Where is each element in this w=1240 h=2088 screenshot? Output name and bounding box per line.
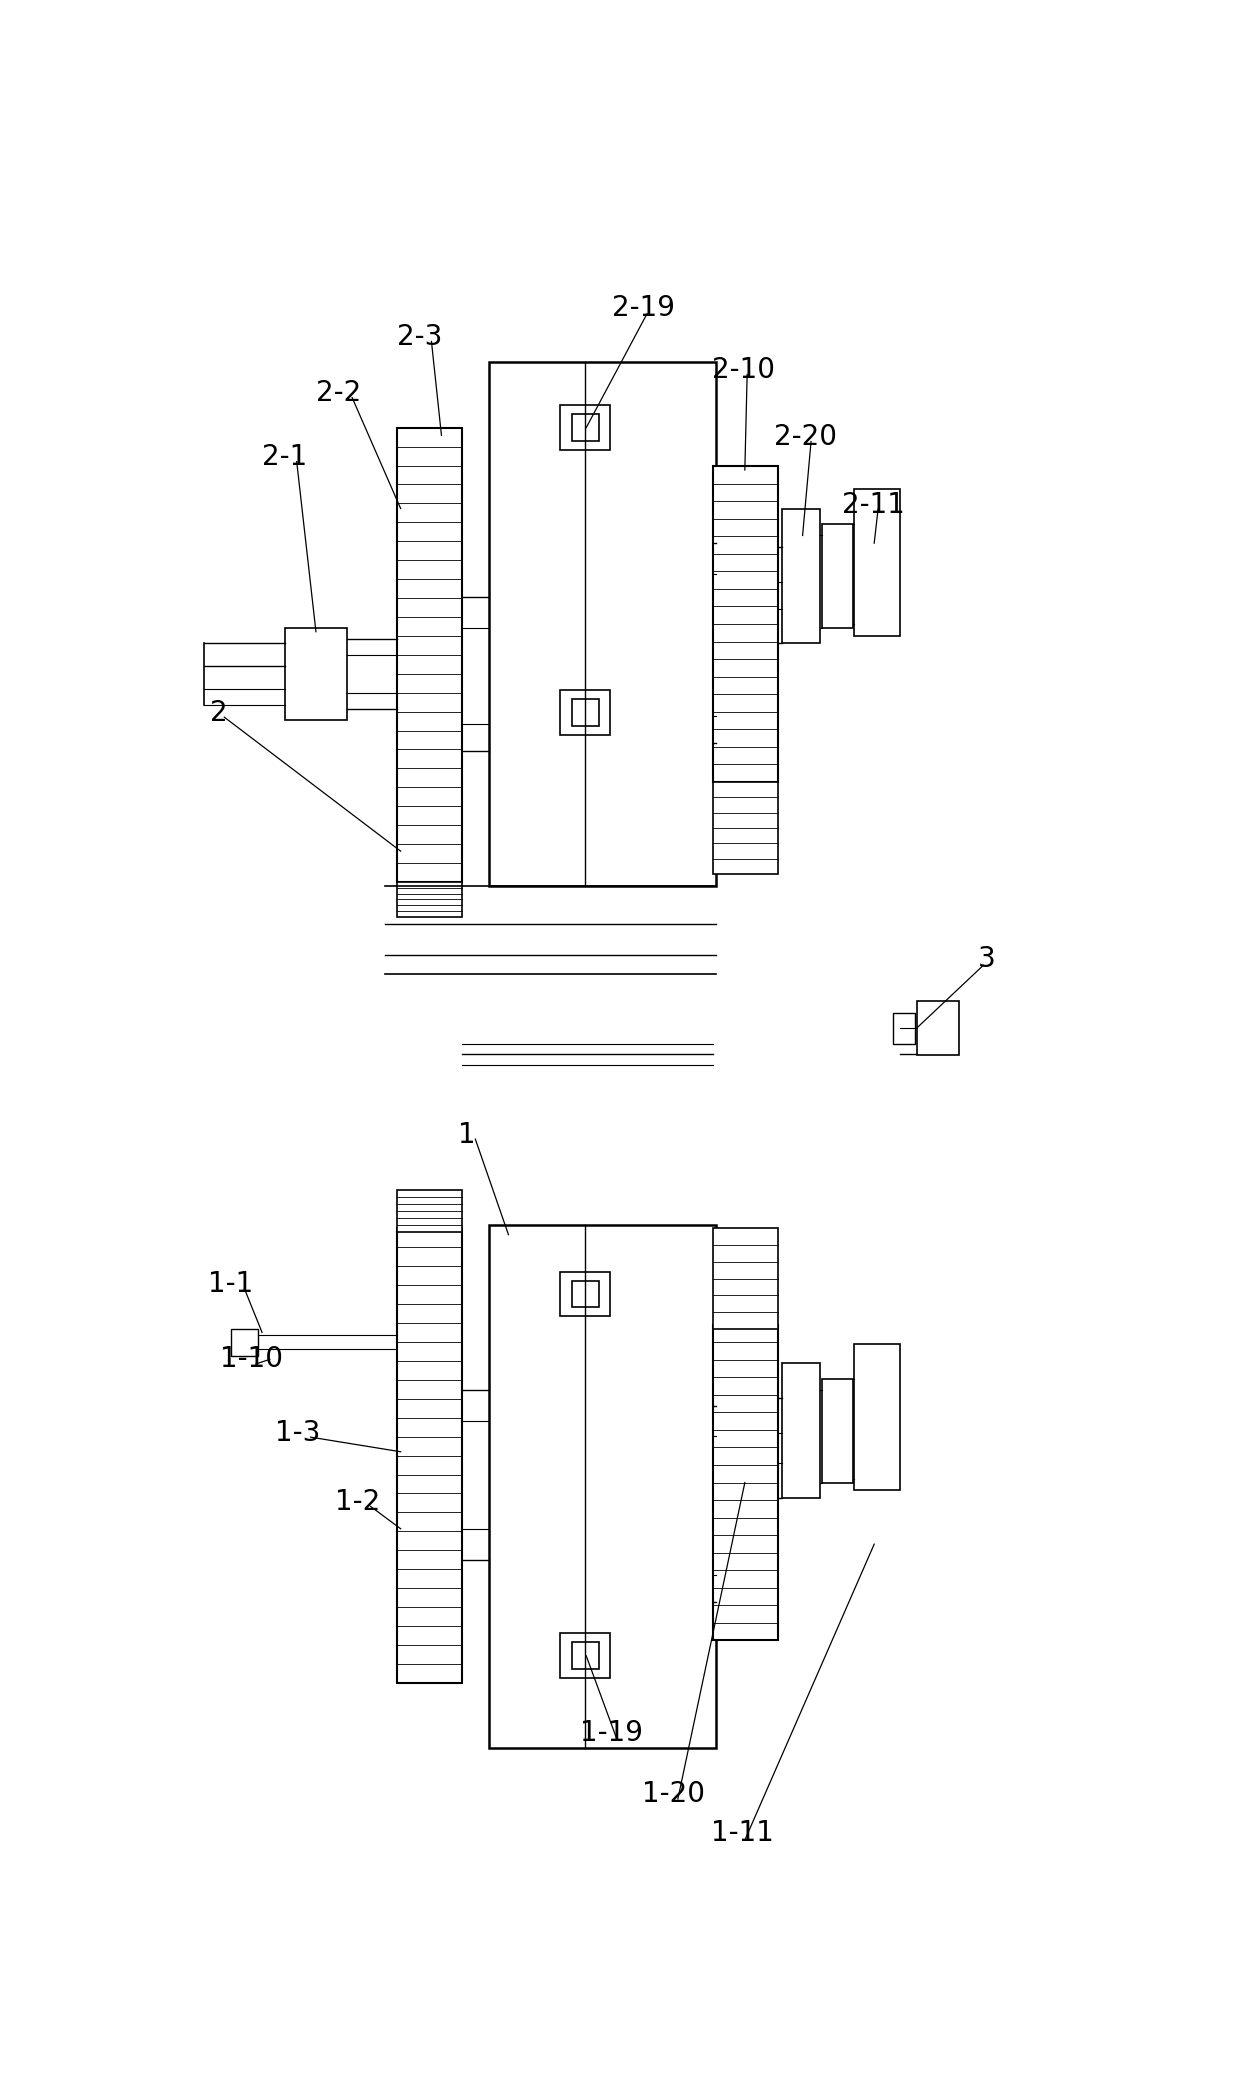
- Bar: [894, 1013, 915, 1044]
- Bar: [490, 361, 717, 885]
- Text: 2-3: 2-3: [397, 324, 443, 351]
- Bar: [490, 1224, 717, 1748]
- Bar: [231, 1328, 258, 1355]
- Text: 1-20: 1-20: [641, 1781, 704, 1808]
- Bar: [560, 1633, 610, 1679]
- Text: 1: 1: [459, 1121, 476, 1148]
- Bar: [713, 466, 777, 781]
- Text: 2-20: 2-20: [774, 424, 837, 451]
- Text: 1-1: 1-1: [208, 1270, 253, 1299]
- Bar: [713, 1324, 777, 1641]
- Bar: [560, 405, 610, 451]
- Bar: [285, 628, 347, 720]
- Text: 2-10: 2-10: [713, 355, 775, 384]
- Text: 2-1: 2-1: [262, 443, 308, 472]
- Text: 2-11: 2-11: [842, 491, 905, 518]
- Bar: [572, 1643, 599, 1668]
- Text: 1-2: 1-2: [335, 1489, 381, 1516]
- Text: 3: 3: [978, 946, 996, 973]
- Bar: [397, 1228, 463, 1683]
- Bar: [397, 881, 463, 917]
- Bar: [397, 428, 463, 881]
- Text: 1-10: 1-10: [219, 1345, 283, 1374]
- Bar: [713, 781, 777, 875]
- Bar: [854, 1345, 900, 1491]
- Bar: [572, 413, 599, 441]
- Bar: [560, 691, 610, 735]
- Text: 1-3: 1-3: [275, 1418, 320, 1447]
- Bar: [572, 1280, 599, 1307]
- Text: 2-19: 2-19: [613, 294, 676, 322]
- Text: 2-2: 2-2: [316, 380, 361, 407]
- Bar: [713, 1228, 777, 1328]
- Bar: [781, 509, 821, 643]
- Bar: [781, 1363, 821, 1497]
- Bar: [560, 1272, 610, 1315]
- Bar: [397, 1190, 463, 1232]
- Text: 1-19: 1-19: [580, 1718, 644, 1748]
- Bar: [822, 1378, 853, 1482]
- Bar: [572, 699, 599, 727]
- Bar: [854, 489, 900, 635]
- Bar: [822, 524, 853, 628]
- Text: 2: 2: [211, 699, 228, 727]
- Text: 1-11: 1-11: [711, 1819, 774, 1848]
- Bar: [916, 1002, 959, 1054]
